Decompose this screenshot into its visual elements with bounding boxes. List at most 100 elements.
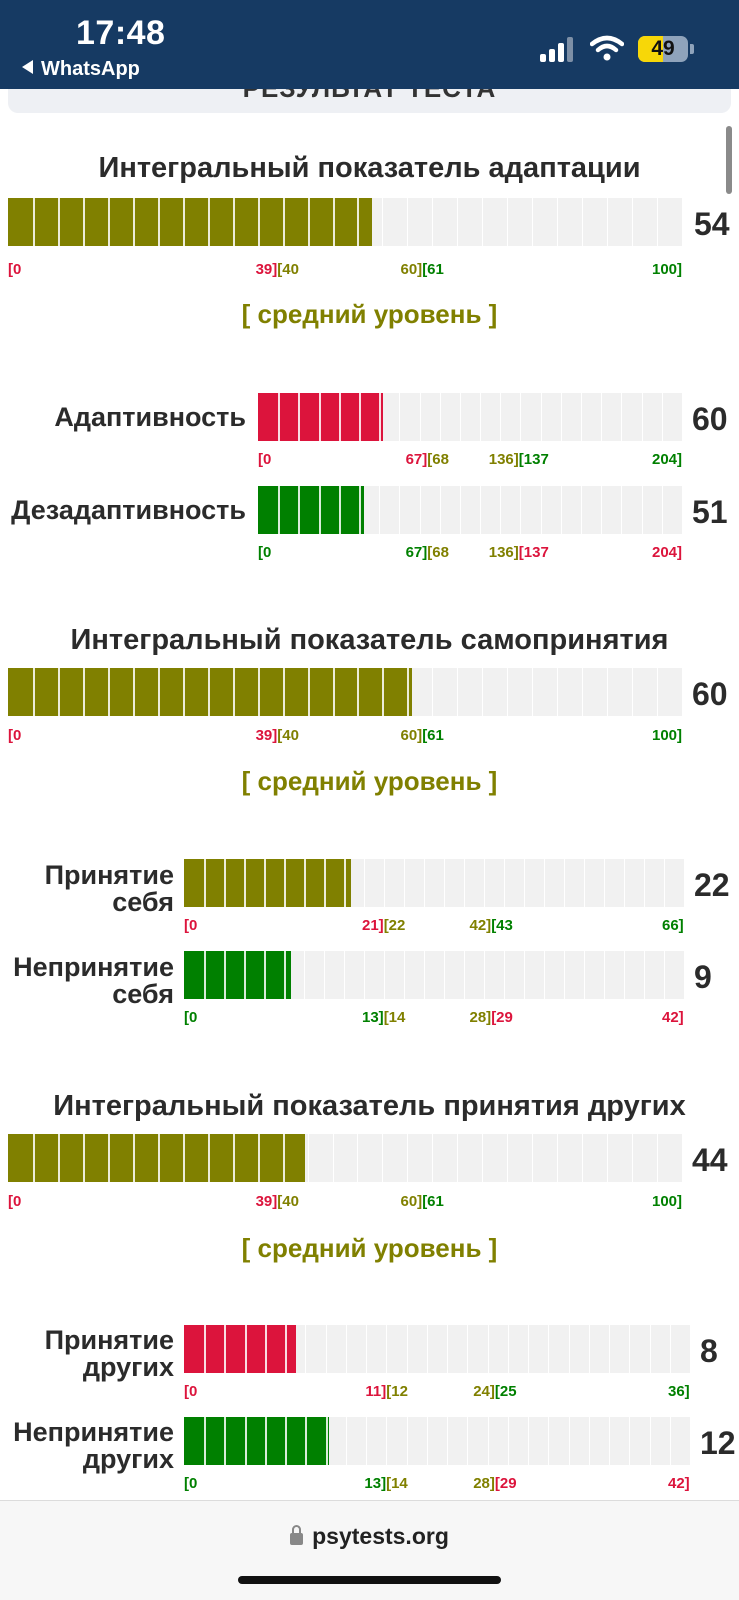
- scale-tick-label: 36]: [668, 1383, 690, 1400]
- scale-tick-label: 42]: [668, 1475, 690, 1492]
- scale-tick-label: 42]: [662, 1009, 684, 1026]
- scale-ticks-accept-others: [0 39][40 60][61 100]: [8, 1193, 682, 1213]
- bar-fill: [258, 393, 383, 441]
- scale-tick-label: 13][14: [362, 1009, 406, 1026]
- scale-tick-label: 60][61: [400, 727, 444, 744]
- scale-tick-label: 67][68: [405, 544, 449, 561]
- address-bar[interactable]: psytests.org: [0, 1523, 739, 1550]
- lock-icon: [290, 1525, 304, 1545]
- main-bar-accept-others: [8, 1134, 682, 1182]
- scale-tick-label: 39][40: [255, 261, 299, 278]
- section-title-self-acceptance: Интегральный показатель самопринятия: [70, 624, 669, 656]
- scale-tick-label: 60][61: [400, 261, 444, 278]
- scale-tick-label: 204]: [652, 544, 683, 561]
- subscale-bar-adaptivity: [258, 393, 682, 441]
- bar-fill: [184, 951, 291, 999]
- battery-tip: [690, 44, 694, 54]
- scale-ticks-nonaccept-self: [0 13][14 28][29 42]: [184, 1009, 684, 1029]
- subscale-bar-nonaccept-others: [184, 1417, 690, 1465]
- scale-tick-label: 66]: [662, 917, 684, 934]
- scale-tick-label: 39][40: [255, 1193, 299, 1210]
- scale-ticks-accept-others-sub: [0 11][12 24][25 36]: [184, 1383, 690, 1403]
- scale-tick-label: 39][40: [255, 727, 299, 744]
- scale-tick-label: [0: [8, 261, 22, 278]
- browser-bottom-bar: psytests.org: [0, 1500, 739, 1600]
- level-label-accept-others: [ средний уровень ]: [241, 1233, 498, 1263]
- subscale-label-nonaccept-self: Непринятие себя: [13, 952, 174, 1009]
- scale-tick-label: [0: [8, 1193, 22, 1210]
- level-label-adaptation: [ средний уровень ]: [241, 299, 498, 329]
- scale-tick-label: 42][43: [469, 917, 513, 934]
- scrollbar[interactable]: [726, 126, 732, 194]
- bar-fill: [8, 1134, 305, 1182]
- bar-fill: [8, 198, 372, 246]
- bar-fill: [8, 668, 413, 716]
- subscale-bar-nonaccept-self: [184, 951, 684, 999]
- status-bar: 17:48 WhatsApp 49: [0, 0, 739, 89]
- bar-fill: [184, 1325, 297, 1373]
- bar-fill: [184, 859, 351, 907]
- results-title: РЕЗУЛЬТАТ ТЕСТА: [8, 89, 731, 104]
- scale-tick-label: 28][29: [469, 1009, 513, 1026]
- results-header: РЕЗУЛЬТАТ ТЕСТА: [8, 89, 731, 113]
- back-to-app-link[interactable]: WhatsApp: [22, 58, 140, 81]
- subscale-bar-accept-self: [184, 859, 684, 907]
- scale-tick-label: [0: [184, 917, 198, 934]
- scale-ticks-nonaccept-others: [0 13][14 28][29 42]: [184, 1475, 690, 1495]
- subscale-label-nonaccept-others: Непринятие других: [13, 1417, 174, 1474]
- scale-ticks-accept-self: [0 21][22 42][43 66]: [184, 917, 684, 937]
- main-value-adaptation: 54: [694, 206, 730, 242]
- scale-ticks-adaptation: [0 39][40 60][61 100]: [8, 261, 682, 281]
- scale-tick-label: 60][61: [400, 1193, 444, 1210]
- subscale-value-nonaccept-self: 9: [694, 959, 712, 995]
- section-title-adaptation: Интегральный показатель адаптации: [98, 152, 641, 184]
- section-title-accept-others: Интегральный показатель принятия других: [53, 1090, 686, 1122]
- subscale-value-accept-others: 8: [700, 1333, 718, 1369]
- subscale-label-accept-self: Принятие себя: [44, 860, 174, 917]
- subscale-value-nonaccept-others: 12: [700, 1425, 736, 1461]
- scale-tick-label: [0: [8, 727, 22, 744]
- subscale-value-accept-self: 22: [694, 867, 730, 903]
- scale-tick-label: 136][137: [488, 544, 549, 561]
- back-arrow-icon: [22, 60, 33, 74]
- subscale-value-disadaptivity: 51: [692, 494, 728, 530]
- scale-tick-label: 136][137: [488, 451, 549, 468]
- scale-ticks-self-acceptance: [0 39][40 60][61 100]: [8, 727, 682, 747]
- scale-tick-label: 67][68: [405, 451, 449, 468]
- scale-tick-label: 11][12: [365, 1383, 408, 1400]
- clock: 17:48: [76, 14, 166, 52]
- scale-tick-label: 100]: [652, 261, 683, 278]
- scale-tick-label: [0: [184, 1383, 198, 1400]
- subscale-bar-disadaptivity: [258, 486, 682, 534]
- bar-fill: [184, 1417, 329, 1465]
- scale-tick-label: [0: [258, 451, 272, 468]
- subscale-label-disadaptivity: Дезадаптивность: [11, 495, 246, 525]
- subscale-label-adaptivity: Адаптивность: [54, 402, 246, 432]
- scale-tick-label: 100]: [652, 727, 683, 744]
- scale-tick-label: [0: [184, 1009, 198, 1026]
- subscale-value-adaptivity: 60: [692, 401, 728, 437]
- battery-icon: 49: [638, 36, 688, 62]
- bar-fill: [258, 486, 364, 534]
- main-bar-self-acceptance: [8, 668, 682, 716]
- scale-tick-label: 24][25: [473, 1383, 517, 1400]
- scale-tick-label: 28][29: [473, 1475, 517, 1492]
- scale-tick-label: 204]: [652, 451, 683, 468]
- scale-tick-label: [0: [258, 544, 272, 561]
- battery-level: 49: [651, 37, 675, 60]
- back-app-label: WhatsApp: [41, 58, 140, 80]
- subscale-bar-accept-others: [184, 1325, 690, 1373]
- scale-ticks-disadaptivity: [0 67][68 136][137 204]: [258, 544, 682, 564]
- scale-tick-label: [0: [184, 1475, 198, 1492]
- wifi-icon: [590, 35, 624, 61]
- subscale-label-accept-others: Принятие других: [44, 1325, 174, 1382]
- scale-tick-label: 100]: [652, 1193, 683, 1210]
- scale-tick-label: 13][14: [364, 1475, 408, 1492]
- main-bar-adaptation: [8, 198, 682, 246]
- main-value-self-acceptance: 60: [692, 676, 728, 712]
- signal-icon: [540, 36, 576, 62]
- scale-ticks-adaptivity: [0 67][68 136][137 204]: [258, 451, 682, 471]
- home-indicator[interactable]: [238, 1576, 501, 1584]
- scale-tick-label: 21][22: [362, 917, 406, 934]
- url-text: psytests.org: [312, 1523, 449, 1549]
